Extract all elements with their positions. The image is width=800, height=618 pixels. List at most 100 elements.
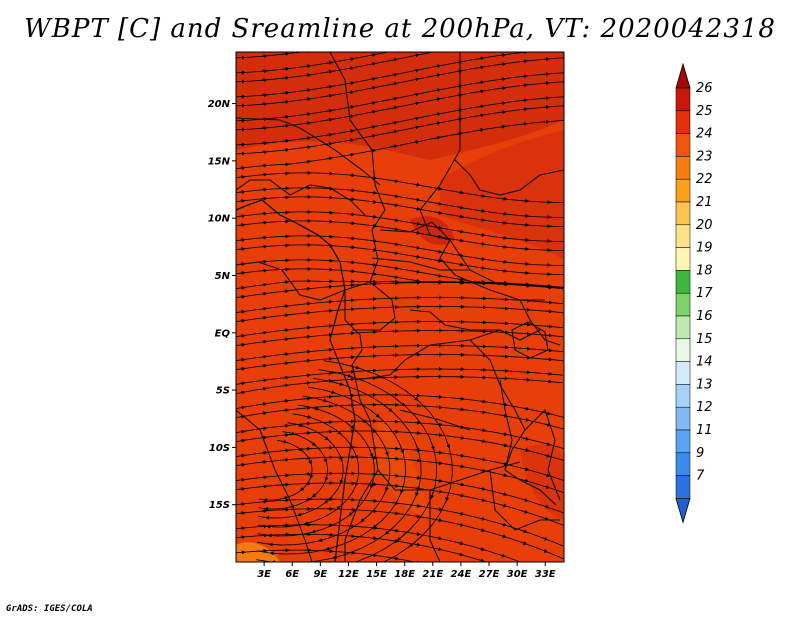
streamline-arrow <box>369 480 374 489</box>
streamline-arrow <box>261 475 268 480</box>
streamline-arrow <box>501 268 508 273</box>
streamline-arrow <box>391 120 398 125</box>
lon-tick-label: 6E <box>285 569 299 580</box>
streamline-arrow <box>436 489 443 494</box>
streamline-arrow <box>543 516 550 521</box>
streamline-arrow <box>393 483 400 488</box>
streamline-arrow <box>384 525 396 535</box>
streamline-arrow <box>544 453 551 458</box>
cool-region-south-center <box>370 420 430 520</box>
streamline-arrow <box>414 182 421 187</box>
streamline <box>236 235 564 266</box>
streamline <box>236 259 564 288</box>
colorbar-segment <box>675 270 691 294</box>
streamline <box>236 81 564 131</box>
streamline-arrow <box>326 156 334 161</box>
streamline-arrow <box>369 449 374 458</box>
streamline-arrow <box>283 328 290 333</box>
streamline-arrow <box>501 220 508 225</box>
streamline-arrow <box>266 524 277 529</box>
colorbar-label: 22 <box>696 172 713 187</box>
streamline-arrow <box>239 405 246 410</box>
streamline-arrow <box>283 75 290 80</box>
streamline-arrow <box>542 536 549 541</box>
streamline-arrow <box>434 73 442 78</box>
streamline <box>236 508 564 560</box>
streamline-arrow <box>239 294 246 299</box>
streamline-arrow <box>436 273 443 278</box>
streamline-arrow <box>328 380 344 386</box>
streamline <box>236 482 564 526</box>
colorbar-label: 17 <box>696 286 713 301</box>
streamline-arrow <box>434 64 442 69</box>
streamline <box>236 187 564 218</box>
streamline-arrow <box>414 542 421 547</box>
country-border <box>236 117 381 186</box>
country-border <box>344 469 379 562</box>
streamline-arrow <box>304 325 312 330</box>
streamline-arrow <box>499 110 507 115</box>
streamline-arrow <box>413 92 420 97</box>
streamline-arrow <box>393 528 400 533</box>
streamline-arrow <box>479 498 487 502</box>
streamline-arrow <box>456 131 463 136</box>
streamline-arrow <box>521 121 529 126</box>
country-border <box>399 409 471 431</box>
streamline-arrow <box>261 378 268 383</box>
streamline-arrow <box>283 52 290 56</box>
streamline-arrow <box>371 536 378 541</box>
streamline-arrow <box>282 383 290 388</box>
lat-tick-label: 5N <box>215 271 231 282</box>
streamline-arrow <box>414 486 422 491</box>
streamline-arrow <box>501 259 508 264</box>
streamline-arrow <box>354 451 358 460</box>
streamline-arrow <box>304 349 312 354</box>
colorbar-label: 23 <box>696 149 713 164</box>
streamline-arrow <box>282 423 290 428</box>
streamline-arrow <box>239 390 246 395</box>
streamline-arrow <box>305 159 312 164</box>
streamline-arrow <box>261 93 268 98</box>
streamline-arrow <box>436 478 443 483</box>
lon-tick-label: 21E <box>422 569 443 580</box>
streamline-arrow <box>444 434 451 449</box>
streamline-arrow <box>457 214 465 219</box>
streamline-arrow <box>391 105 398 110</box>
streamline-arrow <box>371 509 378 514</box>
streamline-arrow <box>456 60 463 65</box>
streamline-arrow <box>239 462 246 467</box>
lon-tick-label: 15E <box>366 569 387 580</box>
streamline-arrow <box>305 88 312 93</box>
streamline-arrow <box>261 411 268 416</box>
streamline-arrow <box>239 357 246 362</box>
streamline-arrow <box>478 80 485 85</box>
colorbar-label: 25 <box>696 104 713 119</box>
streamline <box>236 172 564 203</box>
streamline-arrow <box>544 473 551 477</box>
streamline-arrow <box>354 478 359 487</box>
streamline-arrow <box>414 475 422 480</box>
colorbar-segment <box>675 224 691 248</box>
streamline-arrow <box>239 342 246 347</box>
streamline-arrow <box>307 52 312 54</box>
streamline-arrow <box>261 141 268 146</box>
streamline-arrow <box>239 223 246 227</box>
streamline-arrow <box>445 487 451 502</box>
country-border <box>524 408 561 501</box>
streamline-arrow <box>546 357 553 362</box>
streamline-arrow <box>501 244 508 249</box>
streamline-arrow <box>305 145 312 150</box>
streamline-arrow <box>392 179 400 184</box>
streamline <box>236 52 531 98</box>
streamline-arrow <box>239 271 246 275</box>
streamline-arrow <box>261 235 268 240</box>
streamline-arrow <box>414 245 421 250</box>
streamline-arrow <box>392 266 400 271</box>
streamline-arrow <box>499 77 507 82</box>
streamline-arrow <box>268 542 282 547</box>
streamline-arrow <box>349 269 356 274</box>
streamline-arrow <box>239 453 246 458</box>
streamline-arrow <box>322 435 329 441</box>
streamline-arrow <box>501 432 509 437</box>
streamline-arrow <box>499 86 507 91</box>
